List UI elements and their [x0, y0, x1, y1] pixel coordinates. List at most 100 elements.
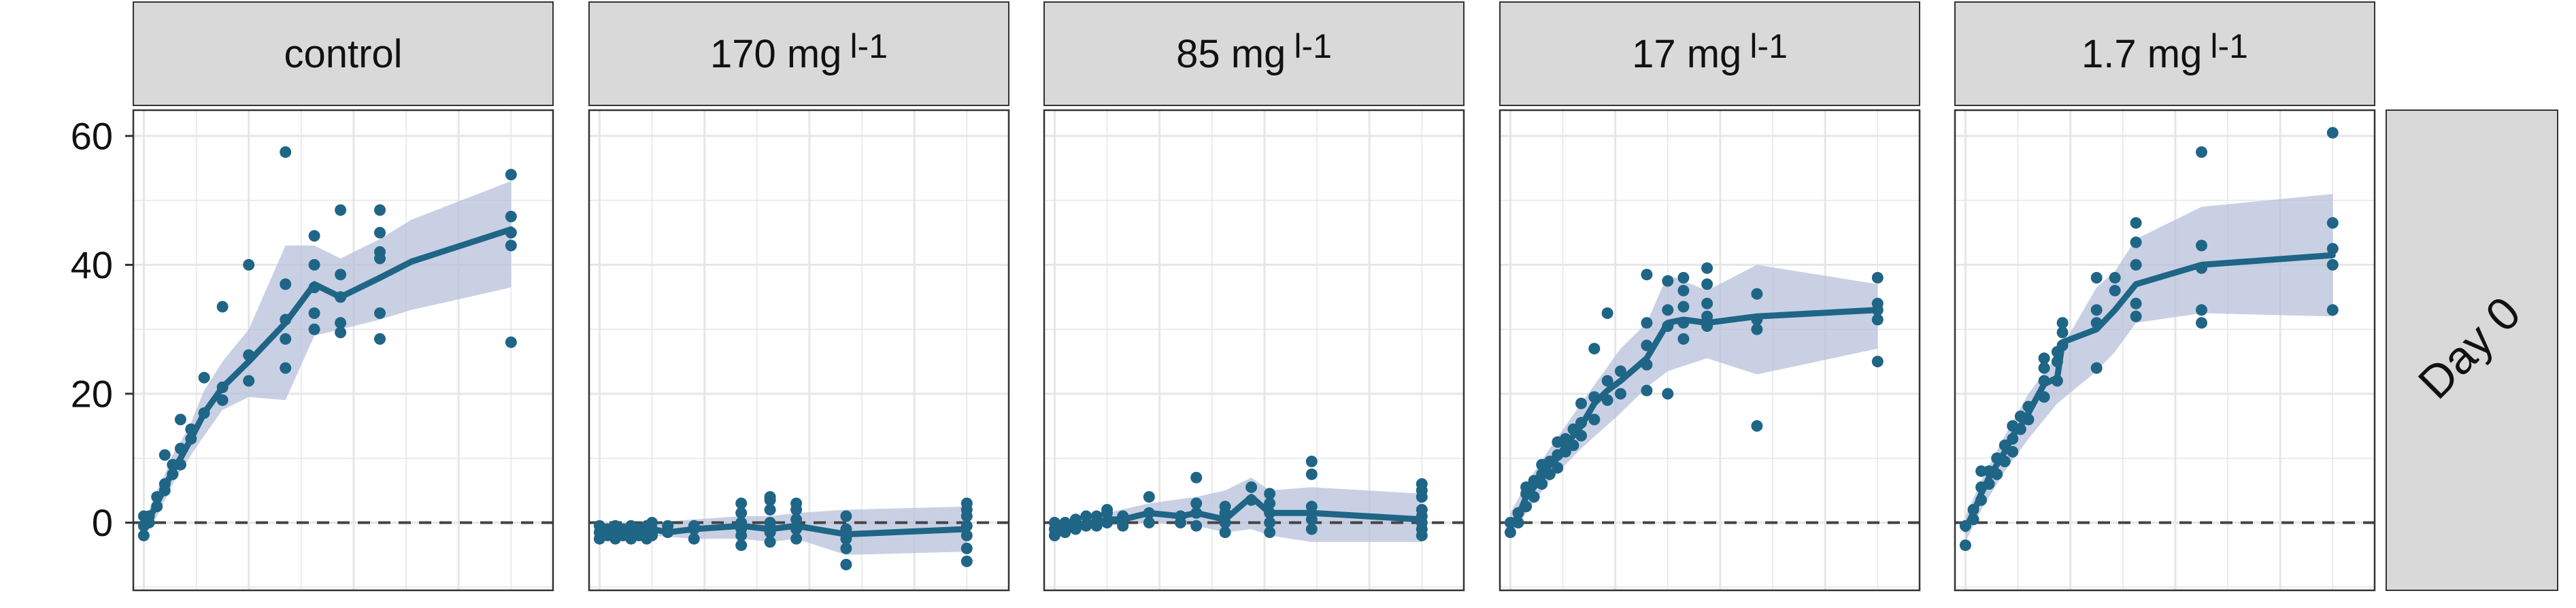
strip-box — [1954, 1, 2375, 106]
data-point — [374, 246, 386, 258]
data-point — [1641, 269, 1653, 281]
data-point — [1190, 497, 1203, 509]
confidence-ribbon — [144, 181, 512, 536]
data-point — [735, 539, 748, 552]
strip-label: 1.7 mg l-1 — [2081, 27, 2248, 76]
data-point — [2196, 146, 2207, 158]
data-point — [1219, 501, 1231, 513]
data-point — [764, 491, 776, 503]
data-point — [308, 258, 320, 271]
data-point — [1601, 375, 1613, 387]
data-point — [1601, 307, 1613, 319]
data-point — [1677, 301, 1690, 313]
data-point — [374, 333, 386, 345]
data-point — [960, 497, 973, 509]
strip-label-main: 170 mg — [710, 32, 841, 76]
data-point — [1641, 317, 1653, 329]
data-point — [1677, 284, 1690, 297]
data-point — [2007, 445, 2019, 458]
data-point — [335, 204, 347, 216]
data-point — [790, 513, 803, 526]
panel-border — [1954, 109, 2376, 592]
data-point — [158, 449, 171, 461]
data-point — [840, 510, 852, 522]
data-point — [840, 542, 852, 554]
confidence-ribbon — [1965, 194, 2333, 542]
strip-box — [1043, 1, 1465, 106]
data-point — [505, 239, 517, 252]
data-point — [1871, 271, 1884, 284]
data-point — [1575, 397, 1587, 409]
strip-label: 17 mg l-1 — [1632, 27, 1788, 76]
data-point — [1614, 388, 1626, 400]
data-point — [280, 278, 292, 290]
data-point — [1552, 462, 1564, 474]
data-point — [735, 497, 748, 509]
strip-label: 85 mg l-1 — [1176, 27, 1332, 76]
data-point — [1871, 297, 1884, 309]
strip-box — [1499, 1, 1920, 106]
strip-box — [588, 1, 1009, 106]
confidence-ribbon — [1510, 265, 1878, 536]
data-point — [2326, 258, 2339, 271]
panel-5: 1.7 mg l-1 — [1954, 1, 2376, 592]
panel-4: 17 mg l-1 — [1499, 1, 1921, 592]
data-point — [1701, 262, 1713, 274]
data-point — [1871, 314, 1884, 326]
row-strip-box — [2386, 109, 2558, 591]
data-point — [1662, 304, 1674, 316]
data-point — [1264, 517, 1276, 528]
data-point — [2196, 317, 2207, 329]
mean-line — [1962, 252, 2336, 533]
y-tick-label: 40 — [71, 243, 113, 286]
data-point — [2109, 271, 2121, 284]
data-point — [243, 258, 255, 271]
data-point — [2056, 326, 2069, 339]
data-point — [2326, 304, 2339, 316]
data-point — [1701, 310, 1713, 322]
chart-panels: control 170 mg l-1 85 mg l-1 17 mg l-1 1.7 mg l-… — [132, 1, 2376, 592]
panel-background — [1955, 110, 2375, 590]
data-point — [790, 497, 803, 509]
data-point — [1101, 504, 1113, 516]
strip-label: control — [284, 32, 402, 76]
data-point — [2130, 217, 2142, 229]
data-point — [1264, 497, 1276, 509]
data-point — [1677, 271, 1690, 284]
data-point — [137, 529, 150, 541]
y-tick-label: 0 — [92, 501, 113, 544]
data-point — [764, 517, 776, 528]
data-point — [216, 301, 229, 313]
data-point — [374, 204, 386, 216]
mean-line — [596, 522, 970, 538]
data-point — [2326, 217, 2339, 229]
strip-label-superscript: l-1 — [1750, 27, 1788, 65]
data-point — [280, 146, 292, 158]
data-point — [1264, 526, 1276, 539]
panel-background — [133, 110, 553, 590]
mean-line — [1051, 494, 1425, 533]
data-point — [1264, 488, 1276, 500]
data-point — [1751, 288, 1763, 300]
data-point — [2090, 362, 2103, 374]
data-point — [1588, 343, 1601, 355]
data-point — [1416, 478, 1428, 490]
data-point — [1190, 520, 1203, 532]
data-point — [840, 558, 852, 571]
strip-label-superscript: l-1 — [2210, 27, 2248, 65]
data-point — [280, 333, 292, 345]
data-point — [308, 323, 320, 335]
y-tick-label: 20 — [71, 372, 113, 415]
data-point — [764, 536, 776, 548]
data-point — [1219, 526, 1231, 539]
data-point — [735, 507, 748, 519]
data-point — [2196, 304, 2207, 316]
data-point — [688, 533, 700, 545]
data-point — [1080, 510, 1092, 522]
data-point — [1701, 278, 1713, 290]
data-point — [646, 517, 658, 528]
data-point — [2130, 310, 2142, 322]
panel-3: 85 mg l-1 — [1043, 1, 1465, 592]
data-point — [960, 529, 973, 541]
data-point — [2196, 239, 2207, 252]
